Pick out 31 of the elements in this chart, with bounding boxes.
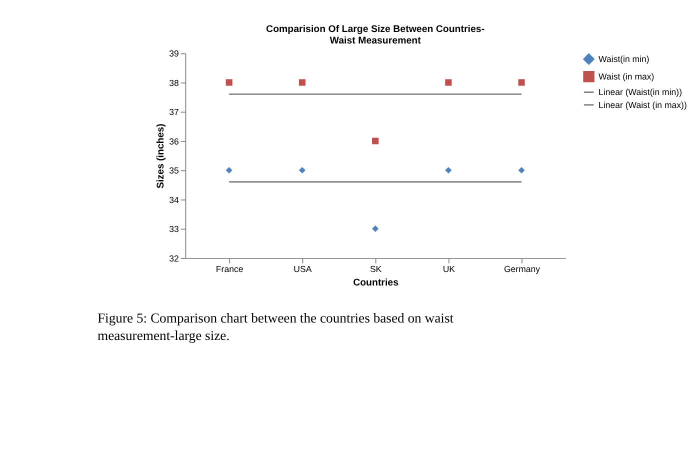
x-axis-title: Countries [353, 278, 400, 289]
x-tick-label: SK [370, 264, 382, 274]
point [445, 166, 452, 174]
x-tick-label: USA [294, 264, 312, 274]
caption: Figure 5: Comparison chart between the countries based on waist measurement-large size. [97, 310, 454, 343]
x-tick-label: France [216, 264, 244, 274]
y-tick-label: 32 [169, 253, 179, 264]
point [226, 79, 232, 86]
legend-label: Waist(in min) [598, 54, 650, 64]
y-tick-label: 36 [169, 136, 179, 146]
x-tick-label: UK [442, 264, 456, 274]
point [372, 138, 379, 144]
point [518, 79, 525, 86]
y-tick-label: 37 [169, 107, 179, 118]
x-tick-label: Germany [504, 264, 541, 274]
legend-label: Waist (in max) [598, 72, 654, 82]
y-tick-label: 39 [169, 48, 179, 59]
y-tick-label: 34 [169, 194, 179, 205]
point [518, 166, 525, 174]
legend-label: Linear (Waist(in min)) [598, 87, 682, 98]
y-axis-title: Sizes (inches) [155, 124, 166, 189]
point [372, 225, 379, 232]
y-tick-label: 38 [169, 78, 179, 88]
chart-title: Comparision Of Large Size Between Countries- Waist Measurement [266, 24, 485, 46]
point [298, 79, 306, 86]
y-tick-label: 35 [169, 166, 179, 176]
point [445, 79, 452, 86]
point [226, 166, 232, 174]
y-tick-label: 33 [169, 224, 179, 234]
point [298, 166, 306, 174]
legend-label: Linear (Waist (in max)) [598, 100, 687, 110]
